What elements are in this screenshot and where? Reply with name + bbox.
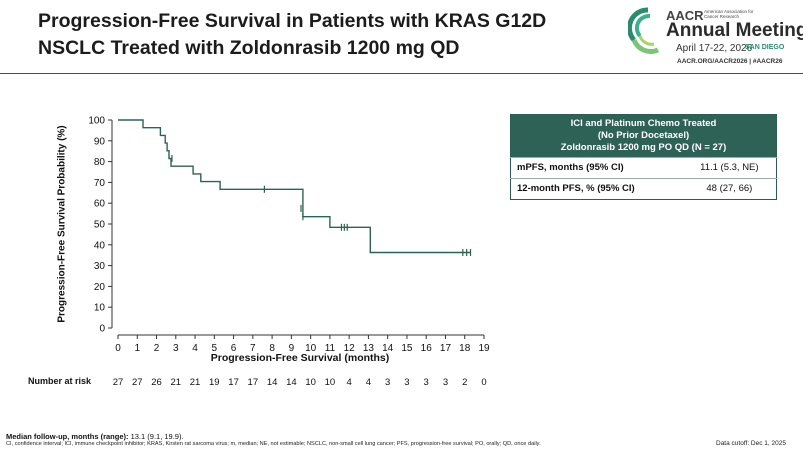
header-divider — [0, 73, 803, 74]
followup-label: Median follow-up, months (range): — [6, 432, 129, 441]
number-at-risk-value: 10 — [305, 377, 316, 388]
x-tick-label: 9 — [289, 343, 295, 354]
logo-url: AACR.ORG/AACR2026 | #AACR26 — [677, 58, 783, 65]
logo-tagline: American Association for Cancer Research — [704, 9, 754, 19]
logo-meeting-name: Annual Meeting — [666, 20, 803, 41]
y-tick-label: 70 — [94, 178, 106, 189]
x-axis-title: Progression-Free Survival (months) — [210, 352, 390, 364]
x-tick-label: 5 — [212, 343, 218, 354]
x-tick-label: 7 — [250, 343, 256, 354]
y-axis-ticks: 0 10 20 30 40 50 60 70 80 90 100 — [88, 116, 112, 335]
y-tick-label: 80 — [94, 157, 106, 168]
number-at-risk-value: 3 — [424, 377, 429, 388]
number-at-risk-value: 10 — [325, 377, 336, 388]
number-at-risk-value: 14 — [267, 377, 278, 388]
number-at-risk-value: 3 — [385, 377, 390, 388]
x-tick-label: 17 — [440, 343, 452, 354]
x-tick-label: 6 — [231, 343, 237, 354]
x-tick-label: 1 — [134, 343, 140, 354]
y-tick-label: 60 — [94, 199, 106, 210]
y-axis-title: Progression-Free Survival Probability (%… — [56, 125, 68, 323]
y-tick-label: 10 — [94, 303, 106, 314]
efficacy-table: ICI and Platinum Chemo Treated (No Prior… — [510, 114, 777, 200]
number-at-risk-value: 26 — [151, 377, 162, 388]
aacr-logo: AACR American Association for Cancer Res… — [628, 6, 803, 66]
number-at-risk-value: 21 — [190, 377, 201, 388]
x-tick-label: 14 — [382, 343, 394, 354]
number-at-risk-value: 21 — [171, 377, 182, 388]
x-tick-label: 8 — [269, 343, 275, 354]
number-at-risk-value: 27 — [132, 377, 143, 388]
row-value: 11.1 (5.3, NE) — [682, 157, 777, 179]
median-followup-note: Median follow-up, months (range): 13.1 (… — [6, 432, 184, 441]
x-axis-ticks: 0 1 2 3 4 5 6 7 8 9 10 11 12 13 14 15 16 17 18 19 — [115, 335, 490, 354]
x-tick-label: 15 — [401, 343, 413, 354]
number-at-risk-label: Number at risk — [28, 376, 92, 386]
number-at-risk-value: 17 — [228, 377, 239, 388]
x-tick-label: 4 — [192, 343, 198, 354]
number-at-risk-value: 2 — [462, 377, 467, 388]
data-cutoff-note: Data cutoff: Dec 1, 2025 — [716, 440, 786, 447]
row-label: mPFS, months (95% CI) — [510, 157, 683, 179]
number-at-risk-value: 3 — [404, 377, 409, 388]
x-tick-label: 0 — [115, 343, 121, 354]
row-value: 48 (27, 66) — [682, 178, 777, 200]
number-at-risk-value: 4 — [347, 377, 352, 388]
y-tick-label: 50 — [94, 220, 106, 231]
number-at-risk-value: 19 — [209, 377, 220, 388]
logo-dates: April 17-22, 2026 — [676, 43, 753, 54]
logo-brand: AACR — [666, 8, 704, 23]
x-tick-label: 18 — [459, 343, 471, 354]
aacr-globe-icon — [628, 7, 659, 54]
number-at-risk-value: 4 — [366, 377, 371, 388]
number-at-risk-value: 17 — [248, 377, 259, 388]
x-tick-label: 3 — [173, 343, 179, 354]
x-tick-label: 12 — [344, 343, 356, 354]
row-label: 12-month PFS, % (95% CI) — [510, 178, 683, 200]
number-at-risk-value: 27 — [113, 377, 124, 388]
x-tick-label: 16 — [421, 343, 433, 354]
y-tick-label: 0 — [99, 324, 105, 335]
title-line-2: NSCLC Treated with Zoldonrasib 1200 mg Q… — [38, 37, 460, 59]
x-tick-label: 19 — [478, 343, 490, 354]
y-tick-label: 100 — [88, 116, 105, 127]
table-row: 12-month PFS, % (95% CI) 48 (27, 66) — [510, 178, 777, 200]
y-tick-label: 40 — [94, 240, 106, 251]
table-header-line: ICI and Platinum Chemo Treated — [570, 118, 717, 129]
censor-marks — [171, 154, 472, 256]
table-header-line: (No Prior Docetaxel) — [597, 130, 690, 141]
x-tick-label: 10 — [305, 343, 317, 354]
x-tick-label: 2 — [154, 343, 160, 354]
table-header-line: Zoldonrasib 1200 mg PO QD (N = 27) — [560, 142, 727, 153]
y-tick-label: 20 — [94, 282, 106, 293]
y-tick-label: 90 — [94, 136, 106, 147]
number-at-risk-value: 14 — [286, 377, 297, 388]
slide-title: Progression-Free Survival in Patients wi… — [38, 8, 598, 62]
x-tick-label: 13 — [363, 343, 375, 354]
abbreviations-footnote: CI, confidence interval; ICI, immune che… — [6, 441, 541, 447]
pfs-curve — [118, 119, 471, 254]
number-at-risk-row: 27 27 26 21 21 19 17 17 14 14 10 10 4 4 3 3 3 3 2 0 — [113, 377, 487, 388]
title-line-1: Progression-Free Survival in Patients wi… — [38, 10, 547, 32]
x-tick-label: 11 — [325, 343, 336, 354]
followup-value: 13.1 (9.1, 19.9). — [130, 432, 184, 441]
number-at-risk-value: 3 — [443, 377, 448, 388]
table-row: mPFS, months (95% CI) 11.1 (5.3, NE) — [510, 157, 777, 179]
logo-location: SAN DIEGO — [745, 44, 785, 51]
y-tick-label: 30 — [94, 261, 106, 272]
table-header: ICI and Platinum Chemo Treated (No Prior… — [510, 114, 777, 158]
number-at-risk-value: 0 — [481, 377, 486, 388]
